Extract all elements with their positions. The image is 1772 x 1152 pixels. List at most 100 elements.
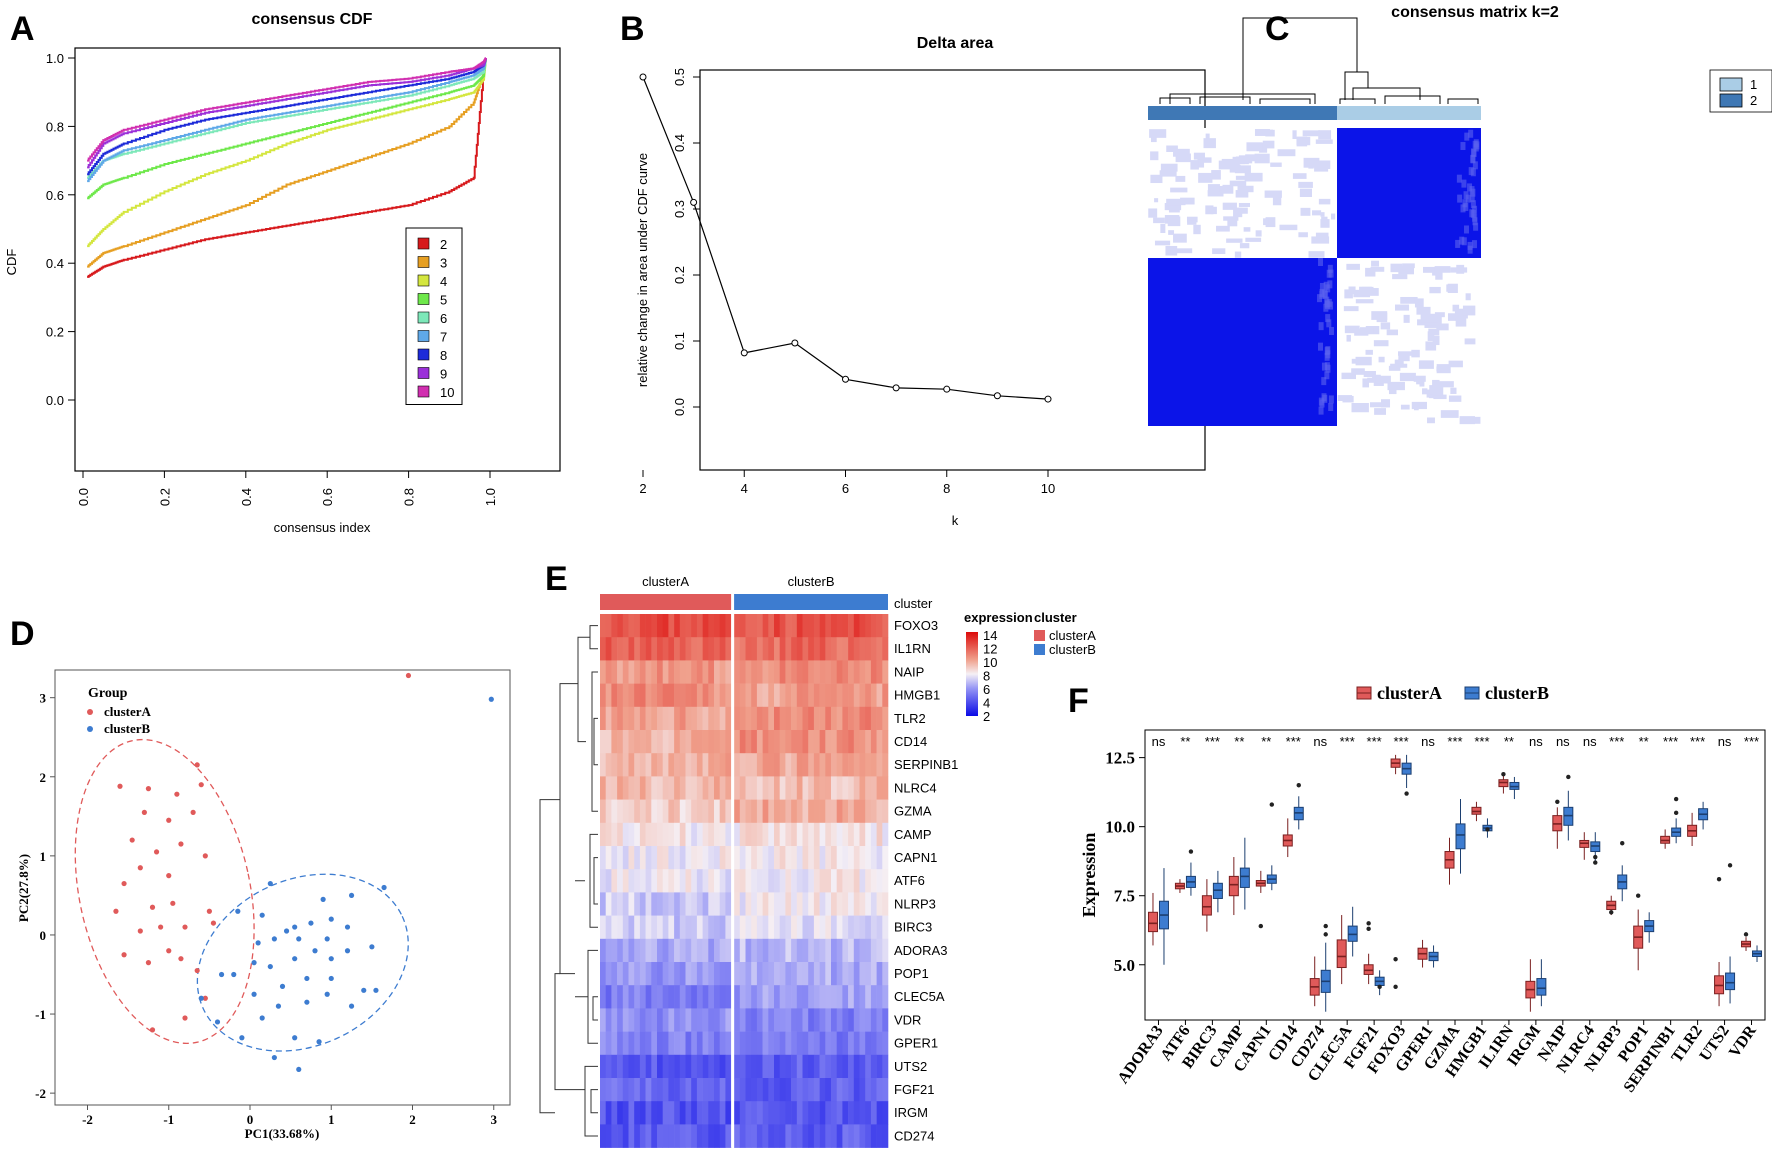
panel-e-cell: [831, 985, 837, 1009]
panel-e-cell: [719, 869, 726, 893]
panel-c-legend-label-2: 2: [1750, 93, 1757, 108]
panel-e-cell: [662, 869, 669, 893]
panel-e-cell: [662, 706, 669, 731]
panel-d-point-clusterB: [255, 940, 261, 946]
panel-e-cell: [813, 1054, 820, 1079]
panel-e-cell: [611, 846, 618, 870]
panel-c-speckle: [1374, 408, 1387, 415]
panel-e-cell: [813, 869, 820, 893]
panel-e-cell: [674, 1008, 681, 1032]
panel-e-cell: [825, 1078, 832, 1102]
panel-f-y-tick-label: 5.0: [1114, 956, 1135, 975]
panel-e-cell: [691, 776, 698, 800]
panel-c-matrix: [1148, 128, 1481, 426]
panel-d-point-clusterA: [149, 1027, 156, 1033]
panel-e-cell: [657, 1078, 663, 1102]
panel-e-cell: [870, 1078, 877, 1102]
panel-c-speckle: [1211, 170, 1221, 180]
panel-e-cell: [662, 938, 669, 963]
panel-e-cell: [825, 846, 832, 870]
panel-e-cell: [802, 799, 809, 824]
panel-c-speckle: [1318, 198, 1331, 205]
panel-f-legend-label-clusterA: clusterA: [1377, 683, 1442, 703]
panel-f-boxplot: clusterA clusterB ns ** *** ** ** *** ns *** *** *…: [1079, 683, 1766, 1096]
panel-e-cell: [651, 660, 658, 684]
panel-e-cell: [808, 938, 815, 963]
panel-e-cell: [634, 1031, 641, 1056]
panel-e-cell: [870, 962, 877, 986]
panel-e-cell: [774, 846, 780, 870]
panel-e-cell: [628, 1008, 635, 1032]
panel-e-cell: [813, 660, 820, 684]
panel-e-cell: [768, 683, 775, 708]
panel-d-x-tick-label: 1: [328, 1112, 335, 1127]
panel-e-gene-label: ATF6: [894, 873, 925, 888]
panel-e-cell: [774, 683, 780, 708]
panel-e-cell: [859, 614, 866, 638]
panel-c-edge: [1324, 352, 1330, 361]
panel-e-cell: [651, 1031, 658, 1056]
panel-e-cell: [762, 1008, 769, 1032]
panel-e-cell: [836, 776, 843, 800]
panel-e-cell: [813, 915, 820, 940]
panel-e-cell: [600, 637, 606, 661]
panel-c-edge: [1456, 174, 1462, 183]
panel-e-cell: [719, 1078, 726, 1102]
panel-c-speckle: [1254, 153, 1270, 164]
panel-d-point-clusterB: [324, 991, 330, 997]
panel-c-speckle: [1402, 263, 1415, 269]
panel-d-point-clusterB: [344, 948, 351, 954]
panel-e-cell: [679, 614, 686, 638]
panel-f-outlier-clusterB: [1269, 802, 1275, 807]
panel-e-cell: [756, 985, 763, 1009]
panel-e-cell: [674, 869, 681, 893]
panel-d-y-tick-label: 3: [40, 691, 47, 706]
panel-e-cell: [714, 892, 720, 916]
panel-e-cell: [853, 799, 860, 824]
panel-e-cell: [622, 799, 629, 824]
panel-f-significance: ns: [1152, 734, 1166, 749]
panel-e-cell: [745, 614, 752, 638]
panel-e-cell: [734, 1101, 741, 1125]
panel-d-point-clusterA: [170, 900, 176, 906]
panel-c-edge: [1472, 205, 1478, 214]
panel-e-cell: [685, 915, 692, 940]
panel-e-cell: [762, 730, 769, 754]
panel-e-cell: [685, 1124, 692, 1148]
panel-d-point-clusterA: [153, 849, 160, 855]
panel-e-cell: [734, 822, 741, 847]
panel-e-cell: [791, 614, 798, 638]
panel-e-cell: [611, 938, 618, 963]
panel-e-cell: [836, 892, 843, 916]
panel-e-gene-label: BIRC3: [894, 920, 932, 935]
panel-e-cell: [842, 892, 849, 916]
panel-e-cell: [634, 892, 641, 916]
panel-d-x-tick-label: -2: [82, 1112, 93, 1127]
panel-a-x-tick-label: 0.2: [157, 488, 172, 506]
panel-e-cell: [756, 1124, 763, 1148]
panel-e-cell: [668, 776, 675, 800]
panel-e-cell: [791, 776, 798, 800]
panel-c-speckle: [1239, 243, 1250, 249]
panel-e-cell: [853, 1008, 860, 1032]
panel-e-cell: [696, 637, 703, 661]
panel-c-edge: [1324, 371, 1330, 380]
panel-a-series-line-8: [87, 57, 487, 176]
panel-e-cell: [779, 683, 786, 708]
panel-d-point-clusterB: [198, 995, 204, 1001]
panel-e-cell: [668, 1124, 675, 1148]
panel-a-legend-swatch-7: [417, 330, 430, 342]
panel-f-significance: ***: [1205, 734, 1220, 749]
panel-e-cell: [725, 962, 732, 986]
panel-e-cell: [774, 1101, 780, 1125]
panel-e-cell: [714, 1054, 720, 1079]
panel-c-speckle: [1243, 227, 1251, 232]
panel-e-cell: [785, 799, 792, 824]
panel-e-cell: [617, 822, 624, 847]
panel-e-cell: [876, 730, 883, 754]
panel-e-cell: [848, 1101, 855, 1125]
panel-e-cell: [853, 938, 860, 963]
panel-c-edge: [1467, 245, 1473, 254]
panel-e-cell: [674, 730, 681, 754]
